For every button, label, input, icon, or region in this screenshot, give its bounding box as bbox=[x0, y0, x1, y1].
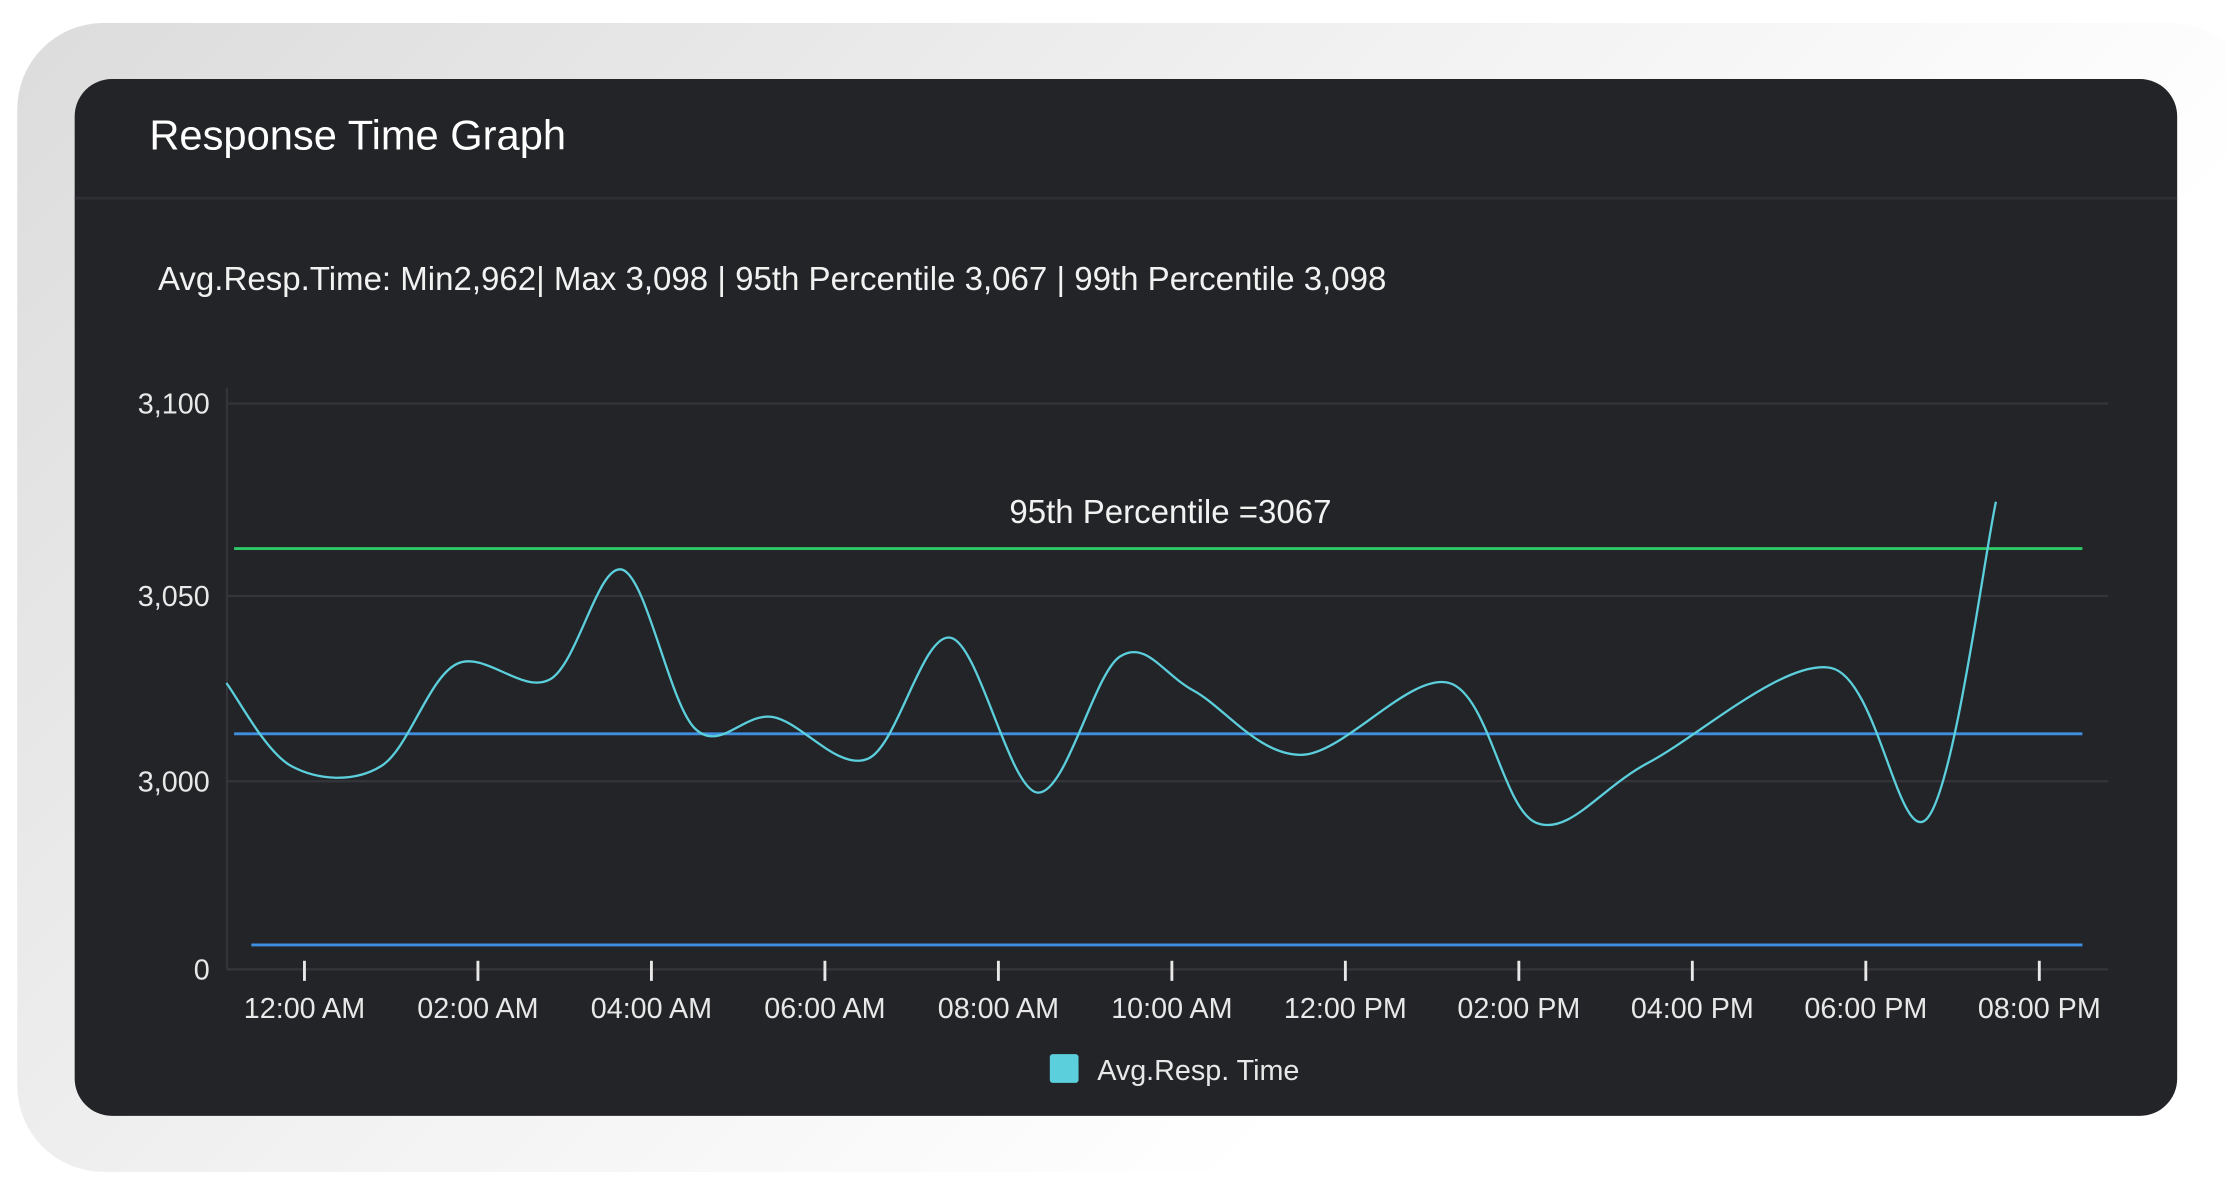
header-divider bbox=[74, 196, 2178, 200]
y-tick-label: 3,100 bbox=[138, 389, 210, 421]
response-time-card: Response Time Graph Avg.Resp.Time: Min2,… bbox=[74, 78, 2178, 1116]
card-title: Response Time Graph bbox=[149, 113, 567, 160]
x-tick-label: 02:00 AM bbox=[417, 993, 538, 1025]
x-tick-label: 04:00 PM bbox=[1631, 993, 1754, 1025]
summary-stats: Avg.Resp.Time: Min2,962| Max 3,098 | 95t… bbox=[157, 259, 1387, 298]
x-tick-label: 12:00 PM bbox=[1284, 993, 1407, 1025]
x-tick-label: 08:00 PM bbox=[1978, 993, 2101, 1025]
x-tick-label: 10:00 AM bbox=[1111, 993, 1232, 1025]
x-tick-label: 06:00 PM bbox=[1804, 993, 1927, 1025]
legend-swatch bbox=[1049, 1054, 1079, 1083]
x-tick-label: 12:00 AM bbox=[244, 993, 365, 1025]
legend[interactable]: Avg.Resp. Time bbox=[1049, 1054, 1300, 1087]
legend-label: Avg.Resp. Time bbox=[1097, 1055, 1299, 1087]
x-tick-label: 04:00 AM bbox=[591, 993, 712, 1025]
x-tick-label: 02:00 PM bbox=[1457, 993, 1580, 1025]
x-tick-label: 08:00 AM bbox=[938, 993, 1059, 1025]
series-line-avg-resp-time[interactable] bbox=[225, 501, 1998, 827]
y-tick-label: 3,050 bbox=[138, 581, 210, 613]
y-tick-label: 0 bbox=[194, 954, 210, 986]
x-tick-label: 06:00 AM bbox=[764, 993, 885, 1025]
y-tick-label: 3,000 bbox=[138, 766, 210, 798]
percentile-annotation: 95th Percentile =3067 bbox=[1009, 493, 1331, 530]
